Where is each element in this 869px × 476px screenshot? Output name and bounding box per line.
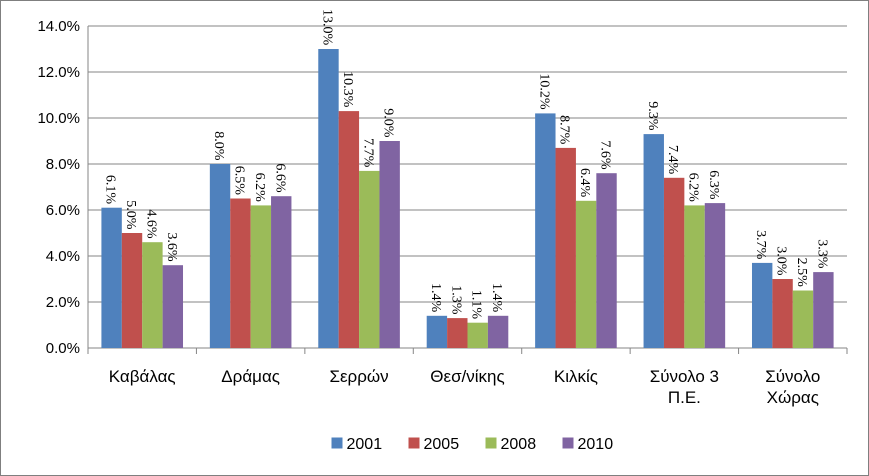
legend-label: 2001: [347, 436, 383, 453]
bar-2005: [230, 198, 251, 348]
bar-2008: [250, 205, 272, 348]
bar-2005: [121, 233, 143, 348]
data-label: 7.7%: [360, 138, 375, 168]
bar-2010: [379, 141, 400, 348]
bar-2010: [487, 315, 509, 348]
bar-2010: [704, 203, 726, 348]
y-tick-label: 8.0%: [46, 156, 80, 173]
bar-2008: [684, 205, 705, 348]
x-tick-label: Σερρών: [329, 367, 388, 386]
legend-swatch: [331, 437, 343, 449]
bar-2001: [101, 207, 122, 348]
legend-item-2010: 2010: [562, 436, 614, 453]
legend-item-2005: 2005: [408, 436, 460, 453]
bar-2010: [162, 265, 184, 348]
bar-2001: [209, 164, 231, 348]
bar-2001: [318, 49, 339, 348]
data-label: 9.3%: [645, 101, 660, 131]
data-label: 5.0%: [123, 200, 138, 230]
x-tick-label: Θεσ/νίκης: [430, 367, 504, 386]
bar-2010: [271, 196, 292, 348]
y-tick-label: 0.0%: [46, 340, 80, 357]
bar-2001: [751, 262, 773, 348]
data-label: 3.0%: [774, 246, 789, 276]
data-label: 6.2%: [686, 173, 701, 203]
data-label: 9.0%: [381, 108, 396, 138]
y-tick-label: 12.0%: [37, 64, 80, 81]
data-label: 6.2%: [252, 173, 267, 202]
data-label: 7.6%: [598, 140, 613, 170]
x-tick-label: Σύνολο 3: [650, 367, 719, 386]
legend-swatch: [562, 437, 574, 449]
data-label: 6.5%: [231, 166, 246, 196]
bar-2008: [575, 200, 597, 348]
bar-2008: [467, 322, 488, 348]
data-label: 13.0%: [319, 9, 334, 46]
legend-label: 2008: [501, 436, 537, 453]
bar-2010: [596, 173, 617, 348]
x-tick-label: Δράμας: [221, 367, 280, 386]
y-tick-label: 14.0%: [37, 18, 80, 35]
data-label: 6.4%: [577, 168, 592, 198]
legend-swatch: [485, 437, 497, 449]
data-label: 1.3%: [448, 285, 463, 315]
bar-2008: [142, 242, 163, 348]
y-tick-label: 6.0%: [46, 202, 80, 219]
x-tick-label: Καβάλας: [109, 367, 176, 386]
bar-2005: [772, 279, 793, 348]
data-label: 6.1%: [103, 175, 118, 205]
bar-2001: [643, 134, 664, 348]
data-label: 7.4%: [665, 145, 680, 175]
data-label: 3.7%: [753, 230, 768, 260]
data-label: 6.3%: [706, 170, 721, 200]
data-label: 2.5%: [794, 258, 809, 288]
y-tick-label: 10.0%: [37, 110, 80, 127]
bar-2005: [338, 111, 360, 348]
x-tick-label: Π.Ε.: [668, 388, 701, 407]
data-label: 10.2%: [536, 73, 551, 110]
data-label: 10.3%: [340, 71, 355, 108]
y-tick-label: 4.0%: [46, 248, 80, 265]
legend-label: 2010: [578, 436, 614, 453]
legend-swatch: [408, 437, 420, 449]
data-label: 8.0%: [211, 131, 226, 161]
legend-item-2008: 2008: [485, 436, 537, 453]
bar-2005: [663, 177, 685, 348]
bar-2005: [447, 318, 468, 348]
y-tick-label: 2.0%: [46, 294, 80, 311]
legend-item-2001: 2001: [331, 436, 383, 453]
bar-2001: [426, 315, 448, 348]
data-label: 1.4%: [489, 283, 504, 313]
data-label: 6.6%: [272, 163, 287, 193]
data-label: 1.4%: [428, 283, 443, 313]
data-label: 3.3%: [814, 239, 829, 269]
x-tick-label: Χώρας: [767, 388, 819, 407]
data-label: 4.6%: [143, 209, 158, 239]
x-tick-label: Σύνολο: [765, 367, 820, 386]
data-label: 3.6%: [164, 232, 179, 262]
bar-2008: [792, 290, 814, 348]
bar-2001: [535, 113, 556, 349]
legend-label: 2005: [424, 436, 460, 453]
bar-2008: [359, 170, 380, 348]
bar-2005: [555, 147, 576, 348]
x-tick-label: Κιλκίς: [554, 367, 598, 386]
bar-2010: [813, 272, 834, 348]
data-label: 1.1%: [469, 290, 484, 320]
data-label: 8.7%: [557, 115, 572, 145]
